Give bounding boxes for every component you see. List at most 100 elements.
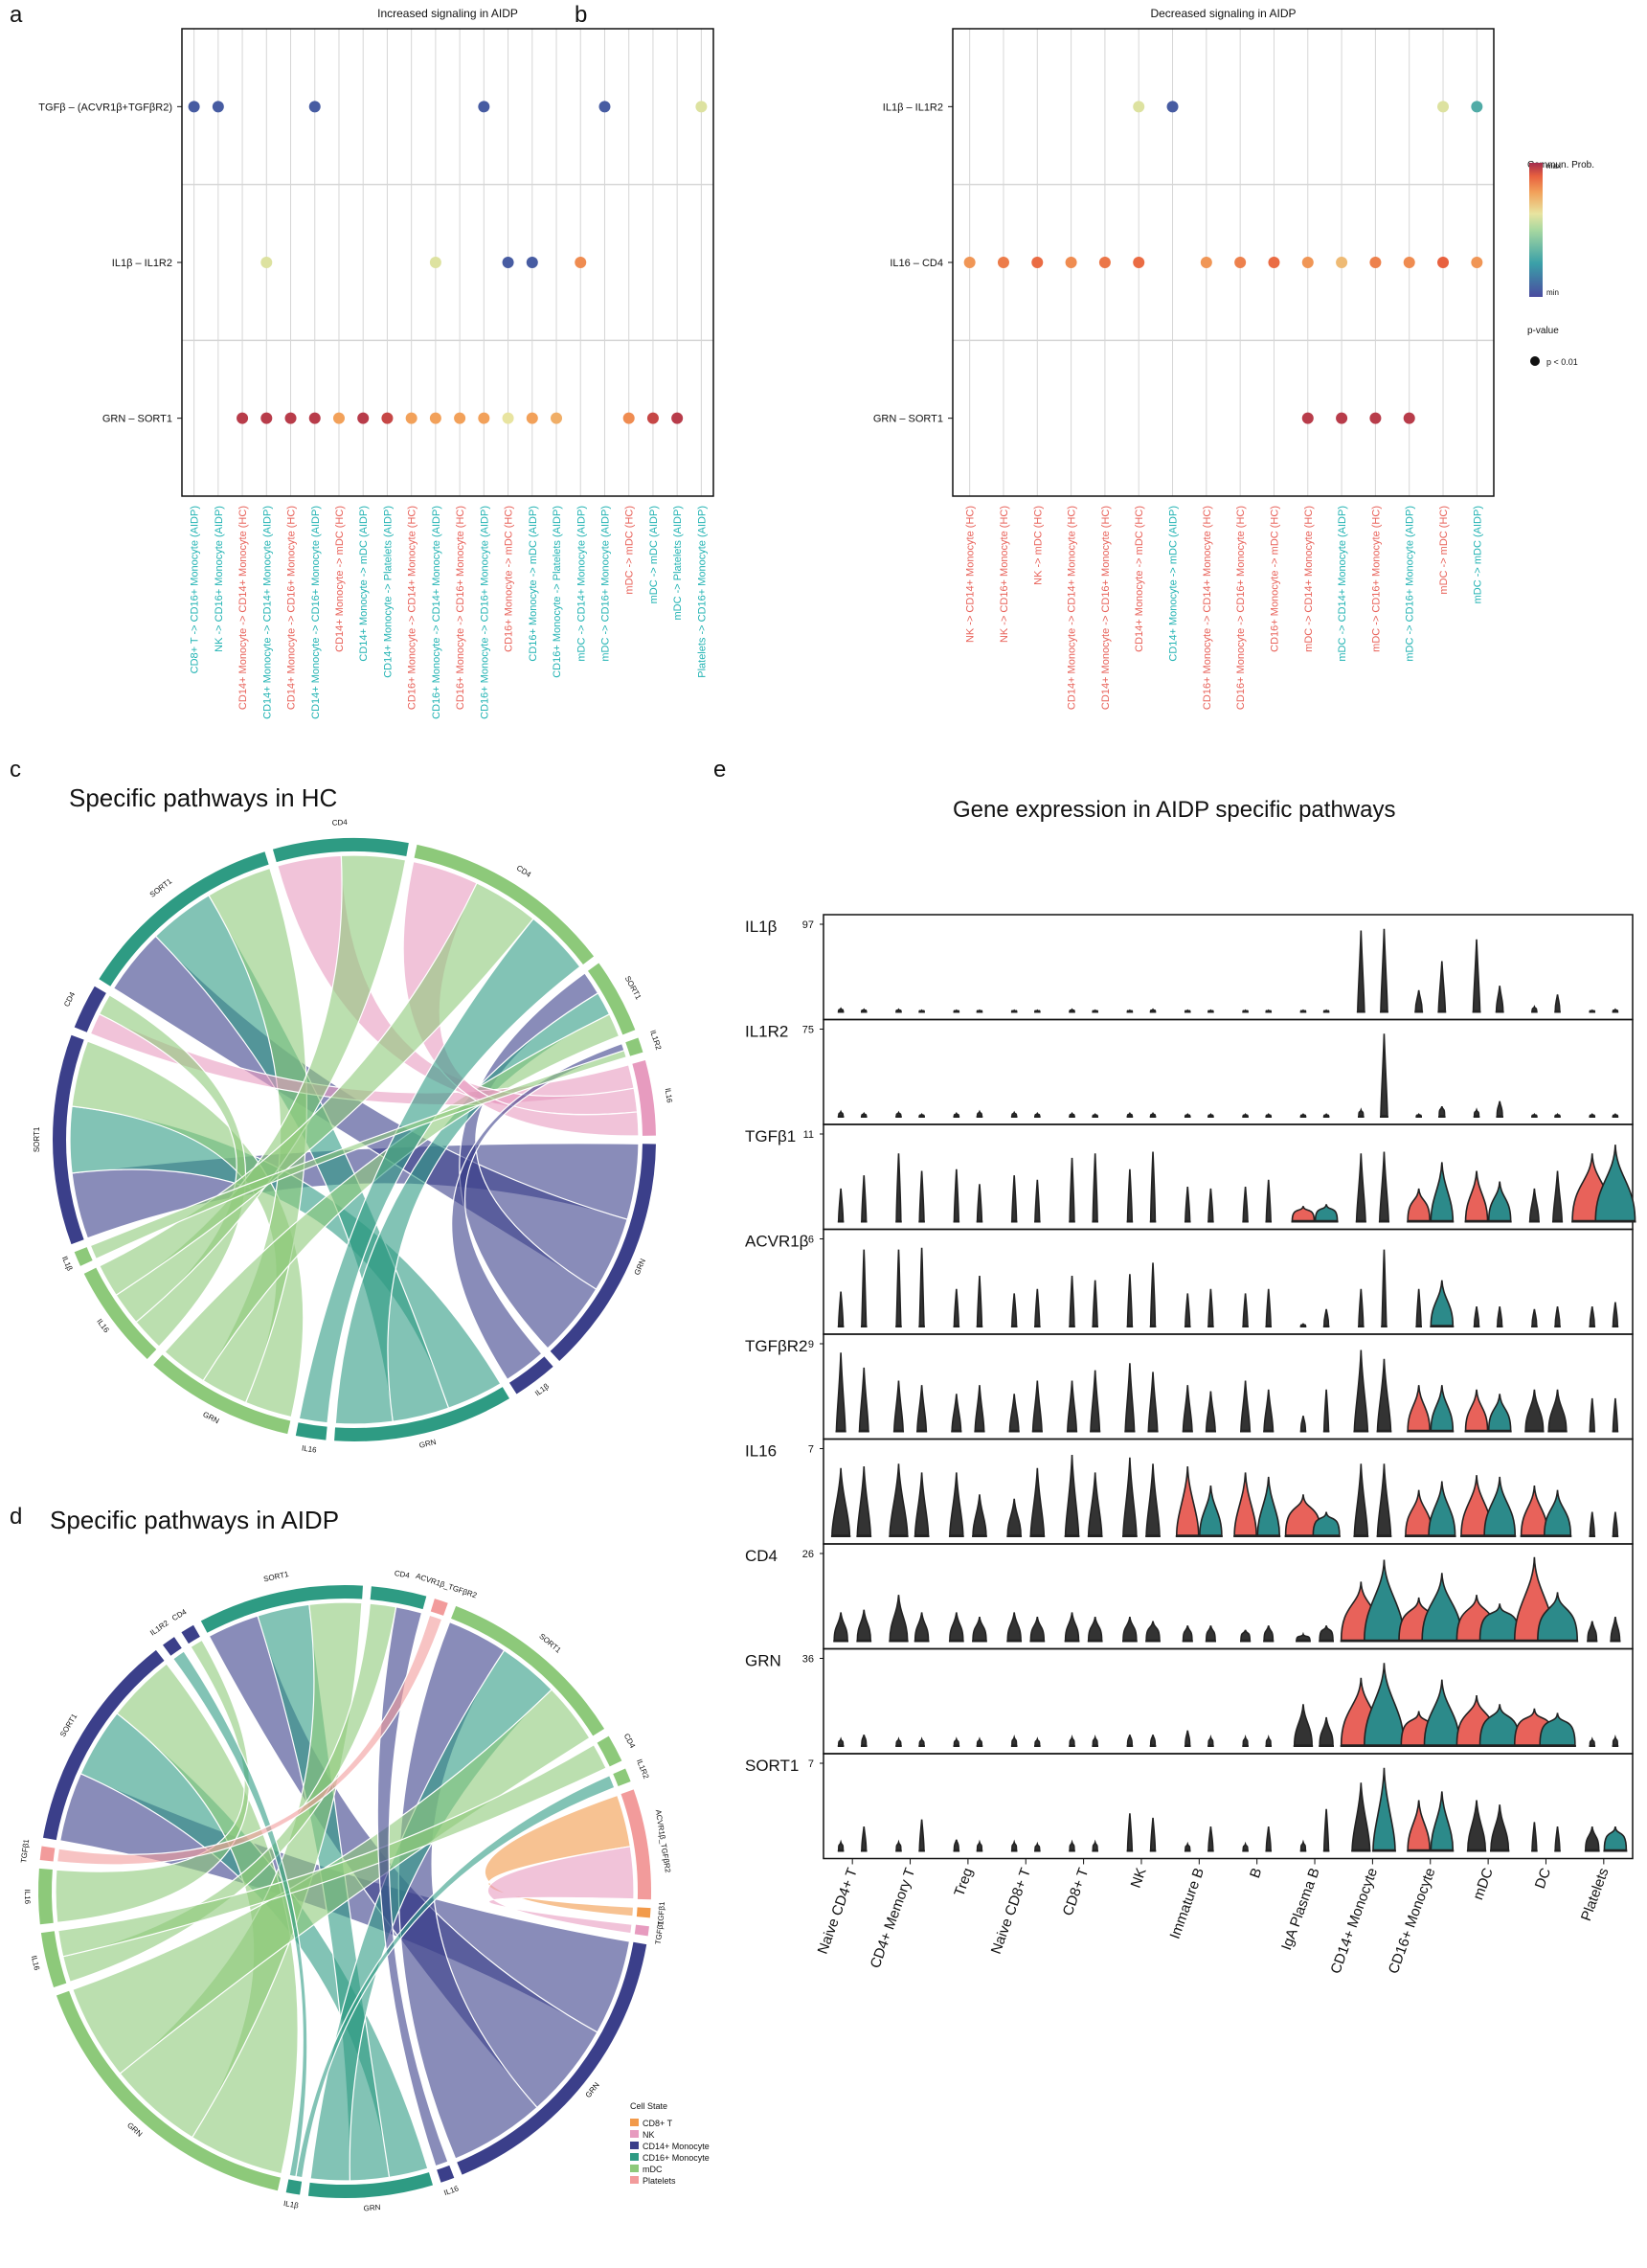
chord-label: GRN (418, 1438, 438, 1450)
violin (1407, 1385, 1431, 1432)
chord-ribbon (334, 992, 611, 1425)
violin (1006, 1612, 1022, 1642)
dot-point (1403, 257, 1415, 268)
dot-point (646, 412, 659, 424)
violin (1490, 1804, 1510, 1851)
chord-ribbon (487, 1846, 635, 1935)
violin (1376, 1463, 1392, 1536)
violin (1405, 1489, 1433, 1536)
chord-sector (307, 2172, 434, 2198)
chord-label: SORT1 (33, 1126, 41, 1152)
violin (1430, 1385, 1455, 1432)
dot-point (1031, 257, 1044, 268)
x-tick-label: CD16+ Monocyte -> mDC (HC) (1269, 506, 1280, 652)
violin (1184, 1187, 1191, 1222)
violin (1149, 1008, 1157, 1012)
dot-point (575, 257, 587, 268)
dot-point (308, 412, 321, 424)
chord-label: SORT1 (623, 974, 643, 1001)
violin (1149, 1151, 1157, 1222)
panel-letter-d: d (10, 1504, 23, 1530)
dot-point (551, 412, 563, 424)
chord-sector (38, 1868, 54, 1925)
violin (1184, 1009, 1191, 1012)
violin (1299, 1112, 1307, 1117)
violin (1011, 1175, 1018, 1222)
gene-label: CD4 (745, 1547, 778, 1565)
chord-label: CD4 (332, 818, 349, 828)
cell-type-label: CD8+ T (1060, 1866, 1093, 1918)
violin (916, 1385, 927, 1432)
violin (1126, 1009, 1133, 1012)
violin (1242, 1734, 1249, 1746)
violin (1206, 1391, 1216, 1432)
cell-type-label: mDC (1470, 1866, 1497, 1902)
dot-point (1268, 257, 1280, 268)
y-tick-label: IL1β – IL1R2 (112, 258, 172, 269)
violin (1612, 1734, 1618, 1746)
violin (1182, 1625, 1193, 1642)
dot-point (478, 101, 490, 113)
violin (1473, 1306, 1480, 1327)
x-tick-label: CD14+ Monocyte -> CD16+ Monocyte (HC) (286, 506, 298, 710)
legend-swatch (630, 2119, 639, 2126)
chord-sector (74, 1247, 93, 1266)
violin (1069, 1839, 1075, 1851)
violin (953, 1168, 959, 1222)
violin (1524, 1389, 1545, 1432)
violin (1207, 1734, 1214, 1746)
chord-label: GRN (584, 2080, 601, 2099)
x-tick-label: CD16+ Monocyte -> mDC (HC) (504, 506, 515, 652)
violin (1423, 1679, 1460, 1746)
chord-c: CD4 SORT1 IL1R2 IL16 GRN IL1β GRN IL16 GRN IL16 IL… (33, 818, 674, 1455)
violin (1554, 1826, 1561, 1851)
dot-point (260, 412, 273, 424)
dot-point (188, 101, 200, 113)
dotplot-a: Increased signaling in AIDP TGFβ – (ACVR1… (38, 7, 714, 719)
legend-item: CD14+ Monocyte (643, 2142, 710, 2151)
chord-label: CD4 (515, 864, 533, 879)
violin (1031, 1380, 1043, 1432)
chord-label: SORT1 (58, 1712, 79, 1738)
violin (889, 1595, 909, 1642)
violin (972, 1494, 987, 1536)
violin (1207, 1288, 1214, 1327)
chord-sector (414, 844, 595, 964)
dot-point (997, 257, 1009, 268)
violin (949, 1612, 964, 1642)
chord-label: IL16 (442, 2184, 460, 2197)
gene-label: IL16 (745, 1442, 777, 1461)
violin (976, 1009, 983, 1012)
violin (1069, 1111, 1075, 1117)
chord-ribbon (57, 1743, 607, 1958)
violin (1319, 1716, 1334, 1746)
violin (1069, 1157, 1075, 1222)
chord-label: CD4 (622, 1732, 638, 1750)
violin (1256, 1476, 1281, 1536)
dot-point (1369, 257, 1382, 268)
chord-sector (634, 1924, 649, 1937)
violin (1175, 1465, 1200, 1536)
violin (1380, 928, 1388, 1012)
chord-sector (625, 1037, 643, 1056)
violin (1364, 1559, 1405, 1642)
chord-label: IL16 (95, 1317, 111, 1334)
legend-pvalue-title: p-value (1527, 326, 1559, 336)
violin (1242, 1187, 1249, 1222)
violin (861, 1175, 868, 1222)
dot-point (502, 257, 514, 268)
violin (1296, 1631, 1311, 1642)
violin (1207, 1112, 1214, 1117)
violin (1034, 1179, 1041, 1222)
dot-point (1234, 257, 1247, 268)
dot-point (1166, 101, 1179, 113)
violin (1612, 1008, 1618, 1012)
violin (1265, 1734, 1272, 1746)
x-tick-label: CD14+ Monocyte -> CD14+ Monocyte (HC) (237, 506, 249, 710)
violin (918, 1247, 925, 1327)
violin (1554, 1306, 1561, 1327)
violin (1529, 1188, 1540, 1222)
chord-ribbons (69, 854, 640, 1425)
violin (1293, 1704, 1313, 1746)
violin (1263, 1389, 1275, 1432)
